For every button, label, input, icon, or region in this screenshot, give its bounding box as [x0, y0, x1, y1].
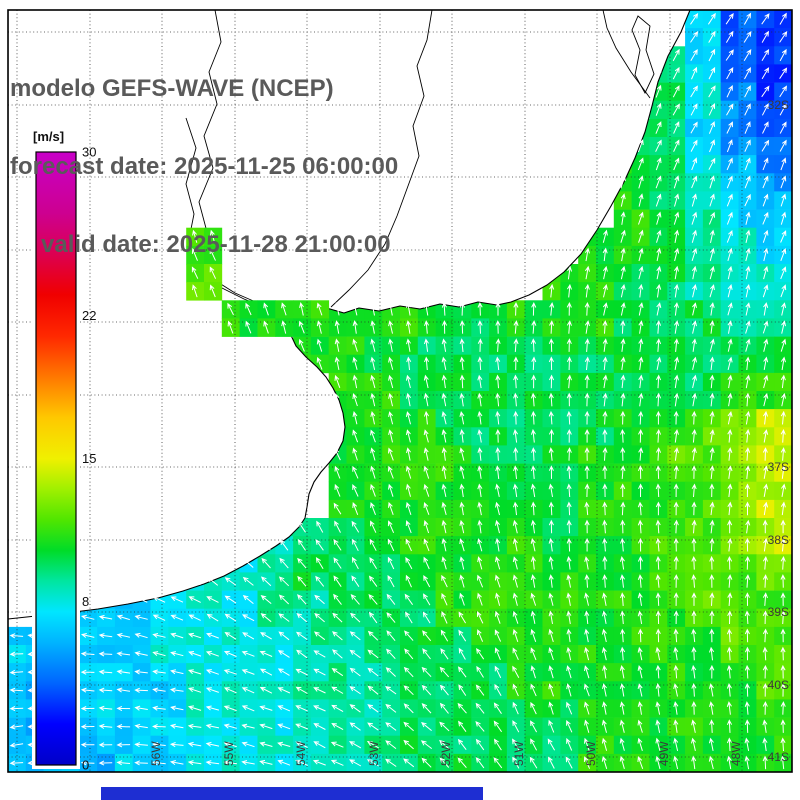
lon-label: 51W — [512, 741, 526, 766]
colorbar-unit-label: [m/s] — [33, 129, 64, 144]
lon-labels: 56W 55W 54W 53W 52W 51W 50W 49W 48W — [149, 741, 743, 766]
lon-label: 48W — [729, 741, 743, 766]
lon-label: 50W — [584, 741, 598, 766]
colorbar-tick-label: 22 — [82, 308, 96, 323]
river-lines — [185, 10, 651, 316]
title-block: modelo GEFS-WAVE (NCEP) forecast date: 2… — [10, 24, 398, 310]
lat-label: 38S — [768, 533, 789, 547]
valid-date-label: valid date: 2025-11-28 21:00:00 — [41, 231, 391, 258]
forecast-date-label: forecast date: 2025-11-25 06:00:00 — [10, 153, 399, 180]
lon-label: 53W — [367, 741, 381, 766]
lon-label: 56W — [149, 741, 163, 766]
lon-label: 52W — [439, 741, 453, 766]
grid-layer — [8, 10, 792, 772]
colorbar-tick-label: 15 — [82, 451, 96, 466]
map-frame — [7, 9, 793, 773]
lon-label: 55W — [222, 741, 236, 766]
colorbar-tick-label: 30 — [82, 145, 96, 160]
lon-label: 49W — [657, 741, 671, 766]
bottom-blue-bar — [101, 787, 483, 800]
lat-label: 40S — [768, 678, 789, 692]
colorbar-gradient-bar — [35, 151, 77, 766]
land-layer — [8, 10, 691, 620]
lat-labels: 32S 37S 38S 39S 40S 41S — [768, 98, 789, 764]
lat-label: 39S — [768, 605, 789, 619]
colorbar-tick-label: 8 — [82, 594, 89, 609]
model-title: modelo GEFS-WAVE (NCEP) — [10, 75, 334, 102]
colorbar-tick-label: 0 — [82, 758, 89, 773]
colorbar: [m/s] 0 8 15 22 30 — [32, 129, 96, 773]
lon-label: 54W — [294, 741, 308, 766]
lagoon-outline — [631, 15, 655, 94]
lat-label: 32S — [768, 98, 789, 112]
lat-label: 41S — [768, 750, 789, 764]
lat-label: 37S — [768, 460, 789, 474]
